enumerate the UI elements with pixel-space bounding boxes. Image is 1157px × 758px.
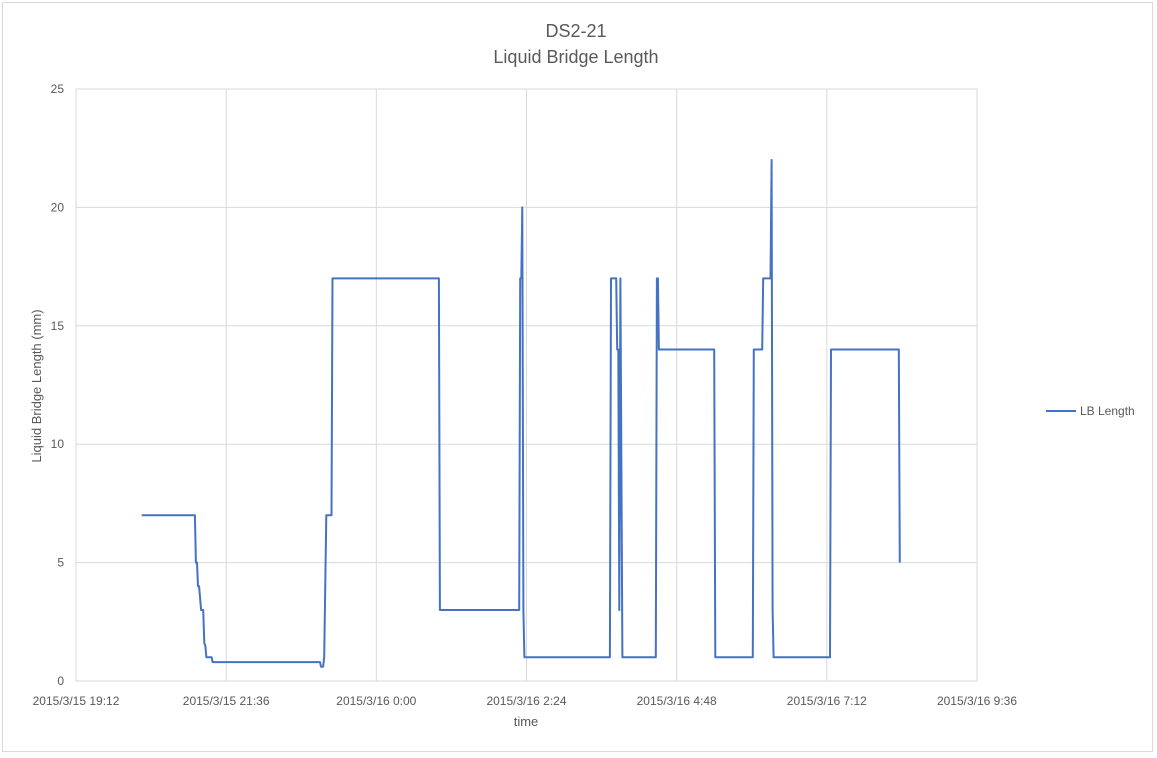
y-tick-label: 25 bbox=[51, 82, 65, 96]
chart-svg: DS2-21 Liquid Bridge Length 0 5 10 15 20 25 2… bbox=[29, 21, 1135, 729]
chart-title-line2: Liquid Bridge Length bbox=[493, 47, 658, 67]
series-group bbox=[141, 159, 901, 668]
y-tick-label: 10 bbox=[51, 437, 65, 451]
x-tick-label: 2015/3/16 0:00 bbox=[336, 694, 416, 708]
y-tick-label: 5 bbox=[57, 556, 64, 570]
gridlines bbox=[75, 88, 978, 682]
legend: LB Length bbox=[1046, 404, 1135, 418]
x-tick-label: 2015/3/15 19:12 bbox=[33, 694, 120, 708]
chart-title-line1: DS2-21 bbox=[545, 21, 606, 41]
x-tick-label: 2015/3/16 9:36 bbox=[937, 694, 1017, 708]
x-axis-label: time bbox=[514, 714, 539, 729]
y-tick-label: 20 bbox=[51, 200, 65, 214]
y-axis-ticks: 0 5 10 15 20 25 bbox=[51, 82, 65, 688]
y-axis-label: Liquid Bridge Length (mm) bbox=[29, 309, 44, 462]
legend-label: LB Length bbox=[1080, 404, 1135, 418]
x-tick-label: 2015/3/16 4:48 bbox=[637, 694, 717, 708]
x-axis-ticks: 2015/3/15 19:12 2015/3/15 21:36 2015/3/16 … bbox=[33, 694, 1018, 708]
x-tick-label: 2015/3/15 21:36 bbox=[183, 694, 270, 708]
plot-area-border bbox=[75, 88, 978, 682]
x-tick-label: 2015/3/16 7:12 bbox=[787, 694, 867, 708]
y-tick-label: 15 bbox=[51, 319, 65, 333]
series-line-lb-length bbox=[141, 159, 901, 668]
y-tick-label: 0 bbox=[57, 674, 64, 688]
x-tick-label: 2015/3/16 2:24 bbox=[486, 694, 566, 708]
